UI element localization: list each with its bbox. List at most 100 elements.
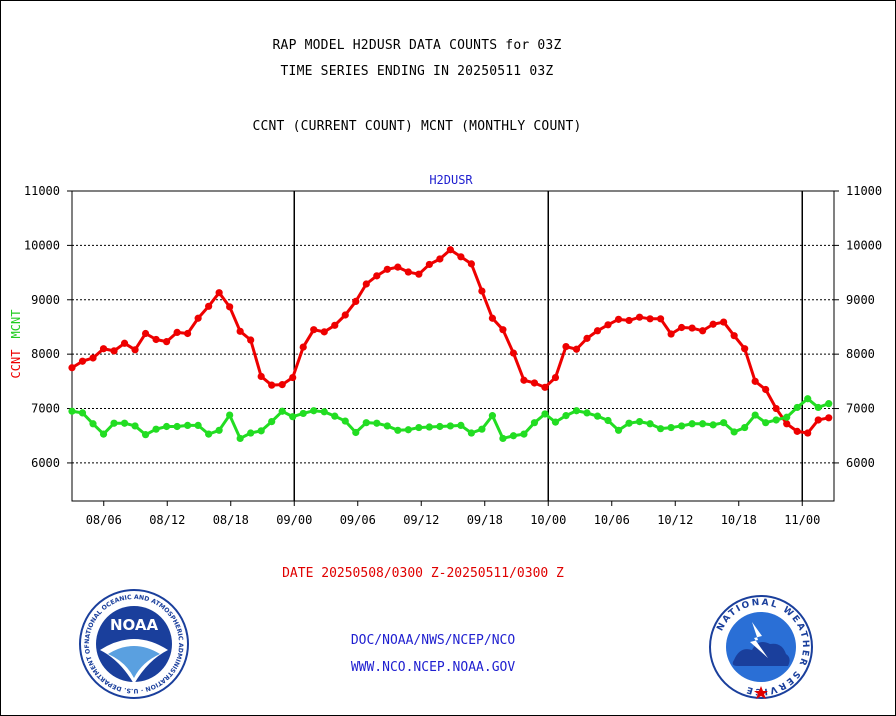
ccnt-point bbox=[425, 260, 433, 269]
mcnt-point bbox=[205, 430, 213, 438]
grid-lines bbox=[72, 191, 834, 501]
mcnt-point bbox=[551, 418, 560, 426]
ccnt-point bbox=[310, 326, 318, 334]
mcnt-point bbox=[320, 408, 328, 416]
mcnt-point bbox=[120, 419, 129, 427]
mcnt-point bbox=[814, 403, 822, 412]
ccnt-point bbox=[509, 349, 518, 357]
ccnt-point bbox=[772, 404, 780, 413]
mcnt-point bbox=[583, 409, 591, 417]
mcnt-point bbox=[404, 426, 412, 434]
plot-title: H2DUSR bbox=[429, 173, 473, 187]
ccnt-point bbox=[362, 280, 370, 288]
y-tick-label-right: 11000 bbox=[846, 184, 882, 198]
ccnt-point bbox=[415, 270, 423, 278]
mcnt-point bbox=[436, 422, 444, 431]
ccnt-point bbox=[194, 314, 202, 322]
mcnt-point bbox=[131, 422, 139, 430]
ccnt-point bbox=[352, 297, 360, 306]
mcnt-point bbox=[194, 421, 202, 430]
ccnt-point bbox=[499, 326, 507, 334]
mcnt-point bbox=[394, 426, 402, 434]
y-tick-label-right: 9000 bbox=[846, 293, 875, 307]
x-tick-label: 09/00 bbox=[276, 513, 312, 527]
mcnt-point bbox=[173, 422, 181, 431]
ccnt-point bbox=[247, 336, 255, 344]
ccnt-point bbox=[394, 263, 402, 271]
ccnt-point bbox=[68, 364, 76, 372]
ccnt-point bbox=[625, 316, 633, 325]
mcnt-point bbox=[68, 407, 76, 415]
noaa-text: NOAA bbox=[110, 616, 159, 634]
ccnt-point bbox=[278, 381, 286, 389]
mcnt-point bbox=[741, 423, 749, 432]
plot-frame bbox=[71, 190, 835, 502]
y-axis-label-mcnt: MCNT bbox=[9, 310, 23, 339]
mcnt-point bbox=[709, 421, 717, 429]
mcnt-point bbox=[688, 420, 696, 428]
mcnt-point bbox=[425, 423, 433, 431]
mcnt-point bbox=[593, 412, 602, 420]
ccnt-point bbox=[110, 347, 118, 355]
y-axis-label-ccnt: CCNT bbox=[9, 350, 23, 379]
org-label: DOC/NOAA/NWS/NCEP/NCO bbox=[350, 633, 516, 648]
y-tick-label-left: 6000 bbox=[31, 456, 60, 470]
ccnt-point bbox=[604, 321, 612, 329]
ccnt-point bbox=[814, 416, 822, 424]
ccnt-point bbox=[614, 315, 623, 323]
mcnt-point bbox=[236, 434, 244, 443]
mcnt-point bbox=[793, 403, 801, 412]
mcnt-point bbox=[310, 407, 318, 415]
ccnt-point bbox=[78, 357, 87, 365]
x-tick-label: 08/18 bbox=[213, 513, 249, 527]
mcnt-point bbox=[562, 412, 570, 420]
y-tick-label-left: 9000 bbox=[31, 293, 60, 307]
chart-title: RAP MODEL H2DUSR DATA COUNTS for 03Z bbox=[272, 38, 562, 53]
mcnt-point bbox=[110, 419, 118, 427]
mcnt-point bbox=[772, 416, 780, 424]
ccnt-point bbox=[825, 414, 833, 422]
chart-subtitle: TIME SERIES ENDING IN 20250511 03Z bbox=[280, 64, 554, 79]
mcnt-point bbox=[226, 411, 234, 419]
ccnt-point bbox=[688, 324, 696, 332]
ccnt-point bbox=[551, 373, 560, 382]
axes: 6000 6000 7000 7000 8000 8000 9000 9000 10000 100… bbox=[24, 184, 882, 527]
mcnt-point bbox=[783, 413, 791, 421]
ccnt-point bbox=[446, 246, 454, 254]
y-tick-label-right: 10000 bbox=[846, 238, 882, 252]
x-tick-label: 10/12 bbox=[657, 513, 693, 527]
mcnt-point bbox=[457, 421, 465, 430]
ccnt-point bbox=[593, 327, 602, 335]
ccnt-point bbox=[467, 260, 475, 268]
mcnt-point bbox=[446, 422, 454, 430]
mcnt-point bbox=[499, 434, 507, 443]
mcnt-point bbox=[530, 419, 539, 427]
x-tick-label: 09/12 bbox=[403, 513, 439, 527]
mcnt-point bbox=[678, 422, 686, 430]
ccnt-point bbox=[741, 345, 749, 353]
x-tick-label: 08/12 bbox=[149, 513, 185, 527]
mcnt-point bbox=[331, 412, 339, 420]
ccnt-point bbox=[678, 323, 686, 332]
x-tick-label: 11/00 bbox=[784, 513, 820, 527]
ccnt-point bbox=[804, 429, 812, 437]
ccnt-point bbox=[699, 327, 707, 335]
ccnt-point bbox=[457, 253, 465, 261]
ccnt-point bbox=[730, 332, 738, 340]
ccnt-point bbox=[373, 272, 381, 280]
ccnt-point bbox=[205, 302, 213, 310]
ccnt-point bbox=[656, 315, 665, 323]
ccnt-point bbox=[478, 287, 486, 295]
ccnt-point bbox=[436, 255, 444, 263]
mcnt-point bbox=[541, 410, 549, 418]
ccnt-point bbox=[131, 346, 139, 354]
mcnt-point bbox=[667, 423, 675, 432]
ccnt-point bbox=[162, 338, 171, 346]
mcnt-point bbox=[141, 431, 150, 439]
mcnt-point bbox=[825, 400, 833, 408]
mcnt-point bbox=[247, 429, 255, 437]
mcnt-point bbox=[268, 417, 276, 426]
y-tick-label-right: 7000 bbox=[846, 402, 875, 416]
mcnt-line bbox=[71, 397, 830, 440]
